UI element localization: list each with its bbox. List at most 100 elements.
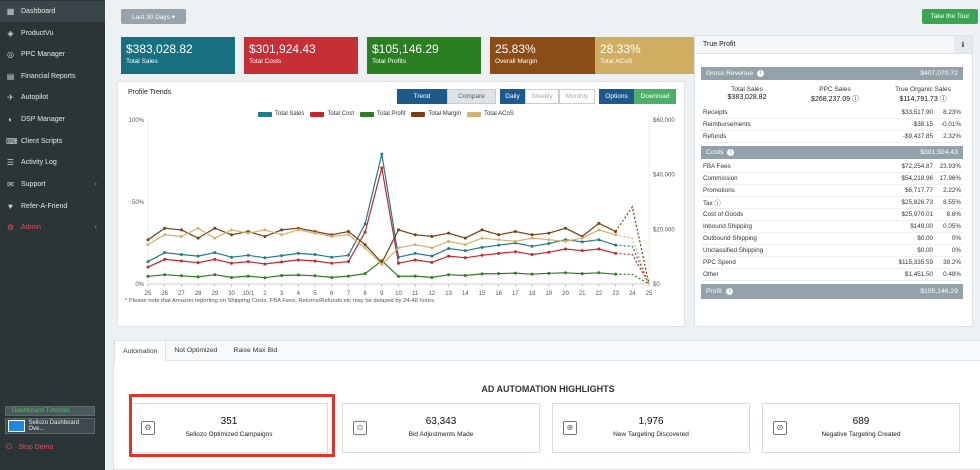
legend-item[interactable]: Total Profit	[360, 109, 405, 119]
data-point[interactable]	[196, 275, 200, 279]
data-point[interactable]	[497, 243, 501, 247]
data-point[interactable]	[463, 274, 467, 278]
data-point[interactable]	[146, 238, 150, 242]
options-button[interactable]: Options	[599, 89, 634, 104]
data-point[interactable]	[564, 247, 567, 251]
data-point[interactable]	[413, 274, 417, 278]
sidebar-item-support[interactable]: ✉ Support ‹	[7, 180, 97, 189]
data-point[interactable]	[179, 259, 183, 263]
data-point[interactable]	[363, 246, 367, 250]
data-point[interactable]	[280, 254, 284, 258]
take-tour-button[interactable]: Take the Tour	[922, 9, 978, 24]
data-point[interactable]	[179, 252, 183, 256]
info-icon[interactable]: i	[757, 70, 765, 77]
data-point[interactable]	[447, 239, 451, 243]
data-point[interactable]	[463, 256, 467, 260]
sidebar-item-ppc-manager[interactable]: ◎ PPC Manager	[7, 50, 65, 59]
data-point[interactable]	[397, 246, 400, 250]
data-point[interactable]	[380, 262, 384, 266]
data-point[interactable]	[296, 258, 300, 262]
data-point[interactable]	[380, 166, 384, 170]
data-point[interactable]	[564, 239, 567, 243]
data-point[interactable]	[430, 275, 434, 279]
data-point[interactable]	[330, 261, 334, 265]
daily-button[interactable]: Daily	[500, 89, 525, 104]
data-point[interactable]	[163, 226, 167, 230]
data-point[interactable]	[397, 261, 400, 265]
data-point[interactable]	[430, 234, 434, 238]
data-point[interactable]	[430, 246, 434, 250]
data-point[interactable]	[263, 276, 267, 280]
data-point[interactable]	[597, 228, 601, 232]
data-point[interactable]	[163, 273, 167, 277]
data-point[interactable]	[480, 236, 484, 240]
data-point[interactable]	[146, 260, 150, 264]
data-point[interactable]	[580, 272, 584, 276]
data-point[interactable]	[346, 274, 350, 278]
data-point[interactable]	[447, 231, 451, 235]
data-point[interactable]	[530, 244, 534, 248]
tutorials-header[interactable]: Dashboard Tutorials	[5, 406, 95, 416]
data-point[interactable]	[614, 272, 618, 276]
sidebar-item-activity-log[interactable]: ☰ Activity Log	[6, 158, 57, 167]
data-point[interactable]	[480, 228, 484, 232]
data-point[interactable]	[447, 246, 451, 250]
data-point[interactable]	[179, 274, 183, 278]
data-point[interactable]	[330, 275, 334, 279]
data-point[interactable]	[246, 253, 250, 257]
data-point[interactable]	[380, 152, 384, 156]
data-point[interactable]	[597, 247, 601, 251]
data-point[interactable]	[230, 228, 233, 232]
data-point[interactable]	[296, 273, 300, 277]
data-point[interactable]	[530, 272, 534, 276]
data-point[interactable]	[547, 238, 551, 242]
data-point[interactable]	[296, 251, 300, 255]
data-point[interactable]	[363, 272, 367, 276]
data-point[interactable]	[346, 230, 350, 234]
data-point[interactable]	[246, 260, 250, 264]
data-point[interactable]	[463, 236, 467, 240]
info-icon[interactable]: ⓘ	[851, 96, 859, 103]
data-point[interactable]	[513, 250, 517, 254]
data-point[interactable]	[296, 228, 300, 232]
data-point[interactable]	[397, 228, 400, 232]
trend-button[interactable]: Trend	[397, 89, 447, 104]
sidebar-item-productvu[interactable]: ◈ ProductVu	[7, 29, 54, 38]
data-point[interactable]	[397, 274, 400, 278]
monthly-button[interactable]: Monthly	[559, 89, 595, 104]
data-point[interactable]	[313, 231, 317, 235]
data-point[interactable]	[363, 230, 367, 234]
legend-item[interactable]: Total ACoS	[467, 109, 514, 119]
data-point[interactable]	[263, 256, 267, 260]
tab-not-optimized[interactable]: Not Optimized	[174, 347, 218, 354]
legend-item[interactable]: Total Cost	[310, 109, 354, 119]
sidebar-item-autopilot[interactable]: ✈ Autopilot	[7, 93, 49, 102]
sidebar-item-financial-reports[interactable]: ▤ Financial Reports	[6, 72, 76, 81]
data-point[interactable]	[480, 245, 484, 249]
data-point[interactable]	[280, 228, 284, 232]
data-point[interactable]	[230, 233, 233, 237]
data-point[interactable]	[280, 233, 284, 237]
data-point[interactable]	[163, 257, 167, 261]
data-point[interactable]	[246, 274, 250, 278]
data-point[interactable]	[196, 236, 200, 240]
legend-item[interactable]: Total Margin	[411, 109, 461, 119]
data-point[interactable]	[146, 243, 150, 247]
data-point[interactable]	[263, 262, 267, 266]
data-point[interactable]	[313, 274, 317, 278]
data-point[interactable]	[463, 243, 467, 247]
data-point[interactable]	[230, 261, 233, 265]
data-point[interactable]	[313, 252, 317, 256]
data-point[interactable]	[346, 260, 350, 264]
download-button[interactable]: Download	[634, 89, 676, 104]
data-point[interactable]	[564, 271, 567, 275]
data-point[interactable]	[547, 242, 551, 246]
data-point[interactable]	[580, 240, 584, 244]
data-point[interactable]	[346, 253, 350, 257]
data-point[interactable]	[213, 236, 217, 240]
data-point[interactable]	[213, 226, 217, 230]
data-point[interactable]	[246, 231, 250, 235]
data-point[interactable]	[196, 226, 200, 230]
data-point[interactable]	[580, 236, 584, 240]
data-point[interactable]	[330, 255, 334, 259]
